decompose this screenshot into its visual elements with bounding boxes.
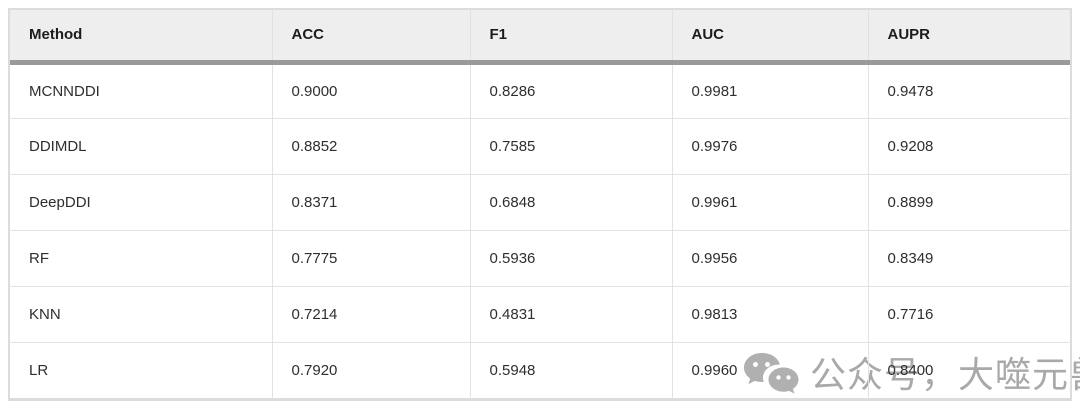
col-header-method: Method	[10, 10, 273, 65]
col-header-aupr: AUPR	[868, 10, 1070, 65]
table-row: LR 0.7920 0.5948 0.9960 0.8400	[10, 342, 1070, 398]
col-header-acc: ACC	[272, 10, 471, 65]
cell-auc: 0.9981	[672, 62, 869, 119]
cell-acc: 0.7920	[272, 342, 471, 398]
header-row: Method ACC F1 AUC AUPR	[10, 10, 1070, 65]
col-header-auc: AUC	[672, 10, 869, 65]
cell-method: LR	[10, 342, 273, 398]
cell-method: RF	[10, 230, 273, 287]
cell-f1: 0.4831	[470, 286, 673, 343]
cell-auc: 0.9956	[672, 230, 869, 287]
cell-method: MCNNDDI	[10, 62, 273, 119]
cell-auc: 0.9960	[672, 342, 869, 398]
table-row: RF 0.7775 0.5936 0.9956 0.8349	[10, 230, 1070, 287]
table-row: DDIMDL 0.8852 0.7585 0.9976 0.9208	[10, 118, 1070, 175]
table-row: KNN 0.7214 0.4831 0.9813 0.7716	[10, 286, 1070, 343]
metrics-table: Method ACC F1 AUC AUPR MCNNDDI 0.9000 0.…	[8, 8, 1072, 401]
cell-method: DDIMDL	[10, 118, 273, 175]
cell-f1: 0.5936	[470, 230, 673, 287]
cell-acc: 0.8371	[272, 174, 471, 231]
cell-f1: 0.6848	[470, 174, 673, 231]
cell-auc: 0.9813	[672, 286, 869, 343]
cell-acc: 0.9000	[272, 62, 471, 119]
cell-f1: 0.8286	[470, 62, 673, 119]
col-header-f1: F1	[470, 10, 673, 65]
table-row: MCNNDDI 0.9000 0.8286 0.9981 0.9478	[10, 62, 1070, 119]
cell-f1: 0.5948	[470, 342, 673, 398]
cell-auc: 0.9976	[672, 118, 869, 175]
cell-aupr: 0.8899	[868, 174, 1070, 231]
cell-auc: 0.9961	[672, 174, 869, 231]
cell-aupr: 0.8400	[887, 361, 934, 379]
cell-f1: 0.7585	[470, 118, 673, 175]
cell-aupr: 0.9208	[868, 118, 1070, 175]
cell-method: KNN	[10, 286, 273, 343]
cell-aupr: 0.8349	[868, 230, 1070, 287]
cell-method: DeepDDI	[10, 174, 273, 231]
cell-acc: 0.7775	[272, 230, 471, 287]
cell-acc: 0.7214	[272, 286, 471, 343]
cell-acc: 0.8852	[272, 118, 471, 175]
cell-aupr: 0.7716	[868, 286, 1070, 343]
table-row: DeepDDI 0.8371 0.6848 0.9961 0.8899	[10, 174, 1070, 231]
cell-aupr: 0.9478	[868, 62, 1070, 119]
